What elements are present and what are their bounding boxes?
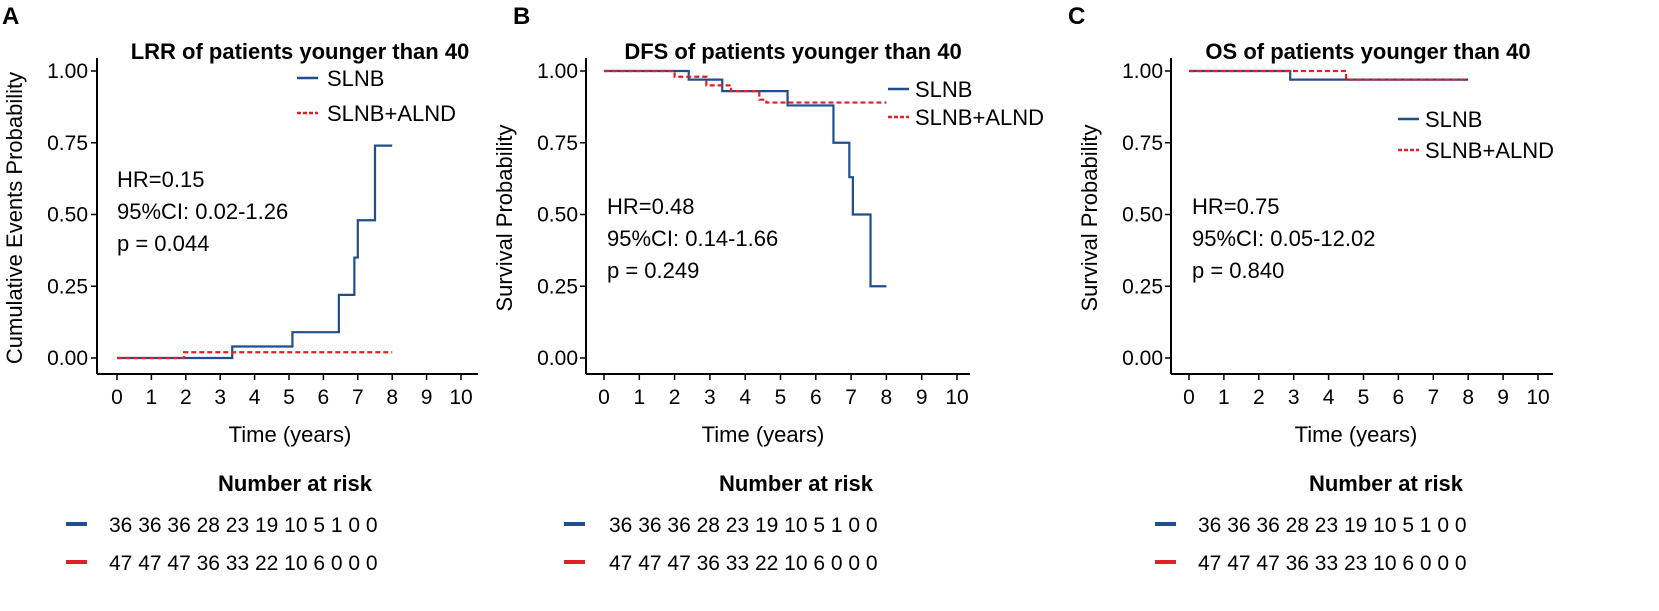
y-tick-label: 0.50 [537,204,578,227]
stat-annotation: HR=0.75 [1192,194,1279,219]
x-tick-label: 9 [1497,386,1509,409]
chart-title: DFS of patients younger than 40 [624,39,961,64]
x-axis-label: Time (years) [702,422,825,447]
x-tick-label: 0 [1183,386,1195,409]
panel-c: C OS of patients younger than 40 0.00 0.25 0… [1068,3,1554,575]
y-tick-label: 0.00 [1122,347,1163,370]
stat-annotation: 95%CI: 0.05-12.02 [1192,226,1375,251]
stat-annotation: HR=0.48 [607,194,694,219]
x-tick-label: 5 [283,386,295,409]
y-axis-label: Survival Probability [492,124,517,311]
legend-label: SLNB+ALND [1425,138,1554,163]
legend-label: SLNB [1425,107,1482,132]
km-curve-slnb [117,144,393,360]
x-tick-label: 0 [598,386,610,409]
stat-annotation: 95%CI: 0.02-1.26 [117,199,288,224]
y-tick-label: 0.25 [47,275,88,298]
legend-label: SLNB+ALND [327,101,456,126]
x-tick-label: 2 [669,386,681,409]
x-tick-label: 2 [180,386,192,409]
x-tick-label: 3 [704,386,716,409]
km-curve-slnb-alnd [117,351,393,360]
km-curve-slnb [1189,69,1469,81]
panel-letter: A [2,3,19,30]
panel-a: A LRR of patients younger than 40 0.00 0.25… [2,3,478,575]
x-tick-label: 0 [111,386,123,409]
x-tick-label: 6 [1393,386,1405,409]
y-tick-label: 0.00 [537,347,578,370]
x-tick-label: 1 [633,386,645,409]
x-tick-label: 1 [1218,386,1230,409]
y-tick-label: 0.75 [1122,132,1163,155]
x-tick-label: 4 [249,386,261,409]
risk-row-values: 36 36 36 28 23 19 10 5 1 0 0 [609,514,878,537]
risk-row-values: 36 36 36 28 23 19 10 5 1 0 0 [109,514,378,537]
km-curve-slnb [604,69,887,288]
x-tick-label: 8 [1462,386,1474,409]
y-tick-label: 0.75 [47,132,88,155]
risk-row-values: 36 36 36 28 23 19 10 5 1 0 0 [1198,514,1467,537]
x-tick-label: 7 [352,386,364,409]
x-tick-label: 6 [810,386,822,409]
x-tick-label: 1 [146,386,158,409]
stat-annotation: 95%CI: 0.14-1.66 [607,226,778,251]
legend-label: SLNB [915,77,972,102]
y-tick-label: 0.25 [1122,275,1163,298]
y-tick-label: 0.50 [1122,204,1163,227]
y-axis-label: Cumulative Events Probability [2,72,27,364]
legend-label: SLNB+ALND [915,105,1044,130]
y-tick-label: 1.00 [537,60,578,83]
stat-annotation: p = 0.249 [607,258,699,283]
risk-row-values: 47 47 47 36 33 22 10 6 0 0 0 [609,552,878,575]
chart-title: LRR of patients younger than 40 [131,39,470,64]
x-tick-label: 10 [449,386,472,409]
y-tick-label: 1.00 [47,60,88,83]
y-axis-label: Survival Probability [1077,124,1102,311]
y-tick-label: 0.50 [47,204,88,227]
panel-letter: B [513,3,530,30]
x-tick-label: 5 [775,386,787,409]
x-axis-label: Time (years) [229,422,352,447]
x-tick-label: 4 [739,386,751,409]
x-tick-label: 7 [845,386,857,409]
x-tick-label: 9 [421,386,433,409]
x-tick-label: 8 [881,386,893,409]
x-tick-label: 10 [1526,386,1549,409]
risk-table-title: Number at risk [1309,471,1464,496]
x-tick-label: 4 [1323,386,1335,409]
x-tick-label: 3 [1288,386,1300,409]
x-tick-label: 6 [318,386,330,409]
panel-letter: C [1068,3,1085,30]
chart-title: OS of patients younger than 40 [1205,39,1530,64]
legend-label: SLNB [327,66,384,91]
risk-row-values: 47 47 47 36 33 22 10 6 0 0 0 [109,552,378,575]
y-tick-label: 0.75 [537,132,578,155]
x-axis-label: Time (years) [1295,422,1418,447]
y-tick-label: 0.00 [47,347,88,370]
stat-annotation: HR=0.15 [117,167,204,192]
y-tick-label: 0.25 [537,275,578,298]
x-tick-label: 3 [214,386,226,409]
risk-row-values: 47 47 47 36 33 23 10 6 0 0 0 [1198,552,1467,575]
km-curve-slnb-alnd [1189,69,1469,81]
x-tick-label: 2 [1253,386,1265,409]
panel-b: B DFS of patients younger than 40 0.00 0.25… [492,3,1044,575]
km-curve-slnb-alnd [604,69,887,104]
risk-table-title: Number at risk [719,471,874,496]
risk-table-title: Number at risk [218,471,373,496]
x-tick-label: 5 [1358,386,1370,409]
stat-annotation: p = 0.044 [117,231,209,256]
x-tick-label: 10 [945,386,968,409]
x-tick-label: 8 [386,386,398,409]
stat-annotation: p = 0.840 [1192,258,1284,283]
x-tick-label: 7 [1427,386,1439,409]
x-tick-label: 9 [916,386,928,409]
y-tick-label: 1.00 [1122,60,1163,83]
